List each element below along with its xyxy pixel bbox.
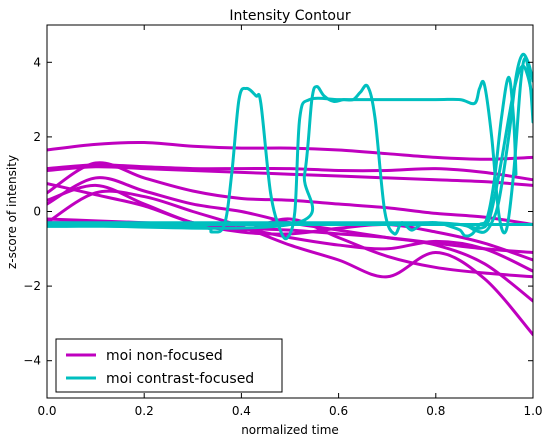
legend-label: moi contrast-focused <box>106 371 254 387</box>
series-line-contrast-focused-12 <box>47 75 518 238</box>
x-tick-label: 0.4 <box>232 404 251 418</box>
series-line-non-focused-1 <box>47 163 533 182</box>
x-tick-label: 0.8 <box>426 404 445 418</box>
x-tick-label: 0.6 <box>329 404 348 418</box>
series-line-contrast-focused-13 <box>47 52 533 234</box>
x-axis-ticks: 0.0 0.2 0.4 0.6 0.8 1.0 <box>37 25 543 418</box>
y-tick-label: 2 <box>33 130 41 144</box>
chart-title: Intensity Contour <box>229 8 351 24</box>
y-tick-label: 4 <box>33 55 41 69</box>
x-axis-label: normalized time <box>241 423 339 437</box>
y-tick-label: 0 <box>33 205 41 219</box>
series-line-non-focused-6 <box>47 189 533 337</box>
x-tick-label: 0.0 <box>37 404 56 418</box>
series-layer <box>47 52 533 337</box>
legend: moi non-focused moi contrast-focused <box>55 338 283 393</box>
series-line-non-focused-0 <box>47 140 533 161</box>
x-tick-label: 0.2 <box>135 404 154 418</box>
legend-box <box>55 338 283 393</box>
series-line-non-focused-8 <box>47 182 533 279</box>
y-tick-label: −4 <box>23 354 41 368</box>
y-axis-label: z-score of intensity <box>5 155 19 269</box>
x-tick-label: 1.0 <box>523 404 542 418</box>
series-line-non-focused-2 <box>47 165 533 187</box>
series-line-contrast-focused-14 <box>47 64 533 230</box>
y-axis-ticks: −4 −2 0 2 4 <box>23 55 533 368</box>
series-line-non-focused-5 <box>47 176 533 303</box>
series-line-non-focused-3 <box>47 161 533 227</box>
legend-label: moi non-focused <box>106 348 223 364</box>
y-tick-label: −2 <box>23 279 41 293</box>
